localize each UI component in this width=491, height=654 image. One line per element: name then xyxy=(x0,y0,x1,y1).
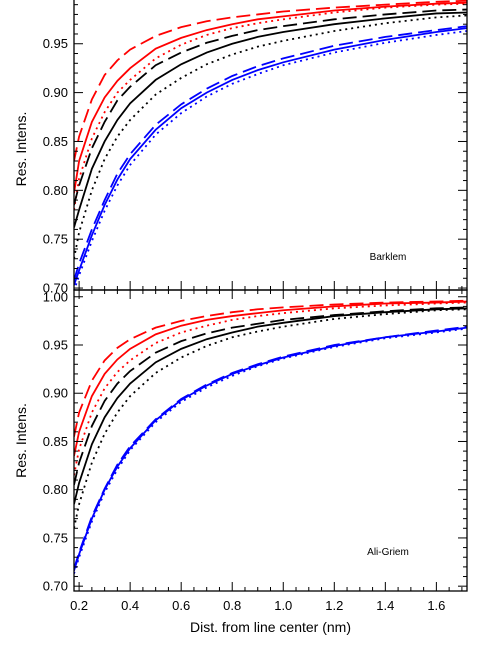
bottom-xtick-label: 0.6 xyxy=(172,598,190,613)
bottom-series-line-3 xyxy=(74,306,467,486)
top-series-line-0 xyxy=(74,0,467,162)
bottom-series-group xyxy=(74,299,467,574)
top-series-line-1 xyxy=(74,1,467,194)
bottom-ytick-label: 0.70 xyxy=(43,579,68,594)
bottom-ytick-label: 0.85 xyxy=(43,434,68,449)
bottom-xtick-label: 1.6 xyxy=(427,598,445,613)
top-ytick-label: 0.70 xyxy=(43,281,68,296)
top-series-line-7 xyxy=(74,27,467,286)
bottom-series-line-4 xyxy=(74,307,467,505)
top-ytick-label: 0.80 xyxy=(43,183,68,198)
top-series-line-4 xyxy=(74,11,467,228)
bottom-y-axis-title: Res. Intens. xyxy=(13,403,29,478)
top-ytick-label: 0.85 xyxy=(43,134,68,149)
top-series-line-5 xyxy=(74,14,467,259)
bottom-series-line-7 xyxy=(74,326,467,572)
top-series-line-3 xyxy=(74,8,467,206)
bottom-xtick-label: 0.2 xyxy=(70,598,88,613)
bottom-xtick-label: 1.0 xyxy=(274,598,292,613)
bottom-series-line-2 xyxy=(74,301,467,476)
top-ytick-label: 0.75 xyxy=(43,232,68,247)
top-ytick-label: 1.00 xyxy=(43,0,68,2)
bottom-panel: 0.70 0.75 0.80 0.85 0.90 0.95 1.00 0.2 0.4 0.6 0.8… xyxy=(13,289,468,635)
top-panel: 0.70 0.75 0.80 0.85 0.90 0.95 1.00 Res. Intens.… xyxy=(13,0,468,296)
bottom-ytick-label: 1.00 xyxy=(43,289,68,304)
bottom-xtick-label: 0.4 xyxy=(121,598,139,613)
top-ytick-label: 0.90 xyxy=(43,85,68,100)
bottom-panel-annotation: Ali-Griem xyxy=(367,547,409,558)
top-ytick-label: 0.95 xyxy=(43,36,68,51)
bottom-xtick-label: 1.2 xyxy=(325,598,343,613)
bottom-ytick-label: 0.75 xyxy=(43,530,68,545)
bottom-series-line-1 xyxy=(74,300,467,457)
bottom-series-line-8 xyxy=(74,327,467,574)
top-y-axis-title: Res. Intens. xyxy=(13,112,29,187)
top-panel-annotation: Barklem xyxy=(370,252,407,263)
bottom-ytick-label: 0.90 xyxy=(43,386,68,401)
bottom-ytick-label: 0.80 xyxy=(43,482,68,497)
bottom-xtick-label: 0.8 xyxy=(223,598,241,613)
bottom-xtick-label: 1.4 xyxy=(376,598,394,613)
x-axis-title: Dist. from line center (nm) xyxy=(190,619,351,635)
top-series-line-6 xyxy=(74,25,467,281)
top-series-line-8 xyxy=(74,30,467,290)
bottom-ytick-label: 0.95 xyxy=(43,337,68,352)
top-series-group xyxy=(74,0,467,290)
bottom-series-line-0 xyxy=(74,299,467,437)
bottom-series-line-5 xyxy=(74,308,467,529)
